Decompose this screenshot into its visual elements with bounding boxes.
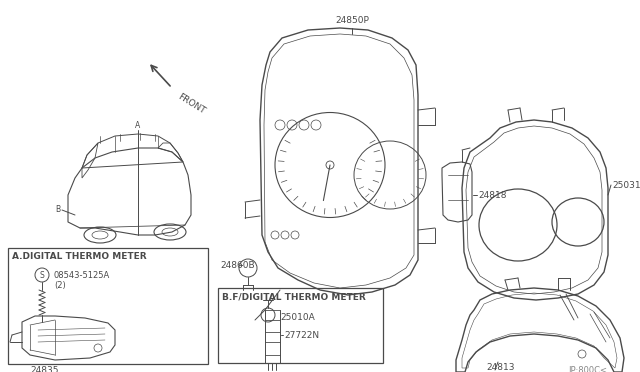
Text: FRONT: FRONT [176,92,207,116]
FancyBboxPatch shape [8,248,208,364]
Text: S: S [40,270,44,279]
Text: 27722N: 27722N [284,330,319,340]
Text: B.F/DIGITAL THERMO METER: B.F/DIGITAL THERMO METER [222,293,365,302]
Text: 24860B: 24860B [220,260,255,269]
Text: 24850P: 24850P [335,16,369,25]
Text: A: A [136,121,141,130]
Text: JP·800C<: JP·800C< [568,366,607,372]
Text: 24818: 24818 [478,190,506,199]
Text: 24835: 24835 [30,366,58,372]
Text: 08543-5125A: 08543-5125A [54,271,110,280]
Text: A.DIGITAL THERMO METER: A.DIGITAL THERMO METER [12,252,147,261]
Text: 25010A: 25010A [280,314,315,323]
Text: 25031: 25031 [612,180,640,189]
Text: B: B [55,205,60,215]
Text: 24813: 24813 [486,363,515,372]
Text: (2): (2) [54,281,66,290]
FancyBboxPatch shape [218,288,383,363]
